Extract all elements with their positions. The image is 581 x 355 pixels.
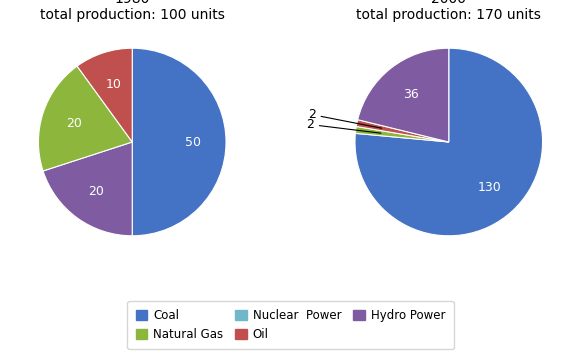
Text: 10: 10 <box>106 77 121 91</box>
Text: 50: 50 <box>185 136 201 148</box>
Title: 2000
total production: 170 units: 2000 total production: 170 units <box>356 0 541 22</box>
Wedge shape <box>355 48 543 236</box>
Wedge shape <box>43 142 132 236</box>
Wedge shape <box>358 48 449 142</box>
Wedge shape <box>356 126 449 142</box>
Title: 1980
total production: 100 units: 1980 total production: 100 units <box>40 0 225 22</box>
Wedge shape <box>77 48 132 142</box>
Wedge shape <box>38 66 132 171</box>
Wedge shape <box>356 120 449 142</box>
Text: 2: 2 <box>306 118 381 133</box>
Text: 2: 2 <box>308 108 382 128</box>
Text: 36: 36 <box>403 88 419 100</box>
Text: 20: 20 <box>88 185 105 198</box>
Text: 20: 20 <box>66 117 82 130</box>
Legend: Coal, Natural Gas, Nuclear  Power, Oil, Hydro Power: Coal, Natural Gas, Nuclear Power, Oil, H… <box>127 301 454 349</box>
Wedge shape <box>132 48 226 236</box>
Text: 130: 130 <box>478 181 502 193</box>
